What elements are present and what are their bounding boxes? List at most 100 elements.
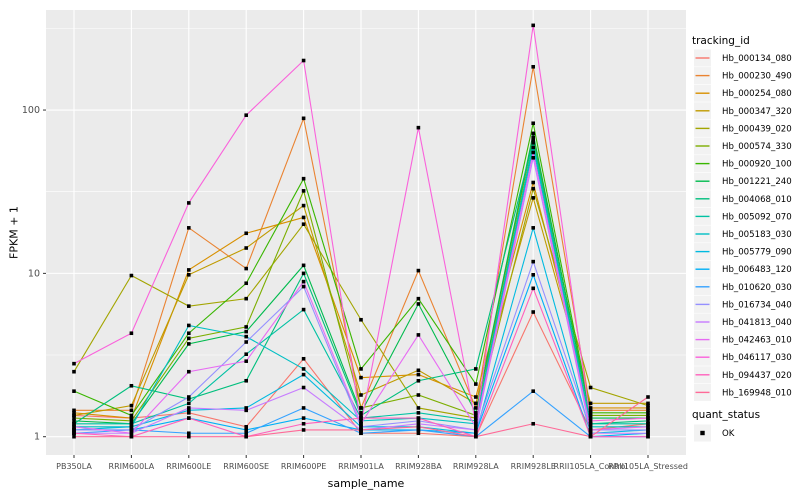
data-point[interactable] (301, 203, 306, 208)
data-point[interactable] (301, 385, 306, 390)
data-point[interactable] (301, 307, 306, 312)
data-point[interactable] (187, 226, 191, 230)
legend-item-Hb_016734_040[interactable]: Hb_016734_040 (722, 300, 792, 310)
data-point[interactable] (646, 416, 650, 420)
data-point[interactable] (588, 431, 593, 436)
legend-item-Hb_000574_330[interactable]: Hb_000574_330 (722, 142, 792, 152)
data-point[interactable] (531, 150, 535, 155)
data-point[interactable] (531, 64, 535, 69)
data-point[interactable] (187, 416, 191, 420)
data-point[interactable] (474, 419, 478, 423)
legend-item-Hb_000920_100[interactable]: Hb_000920_100 (722, 160, 792, 170)
data-point[interactable] (474, 434, 478, 439)
legend-item-Hb_005183_030[interactable]: Hb_005183_030 (722, 230, 792, 240)
legend-item-Hb_005092_070[interactable]: Hb_005092_070 (722, 212, 792, 222)
data-point[interactable] (301, 116, 306, 121)
data-point[interactable] (244, 231, 248, 236)
data-point[interactable] (72, 411, 76, 415)
legend-item-Hb_000230_490[interactable]: Hb_000230_490 (722, 72, 792, 82)
data-point[interactable] (244, 406, 248, 410)
legend-item-Hb_010620_030[interactable]: Hb_010620_030 (722, 283, 792, 293)
data-point[interactable] (187, 336, 191, 341)
data-point[interactable] (531, 141, 535, 145)
data-point[interactable] (588, 413, 593, 418)
data-point[interactable] (474, 367, 478, 371)
data-point[interactable] (474, 428, 478, 432)
data-point[interactable] (588, 408, 593, 413)
data-point[interactable] (301, 271, 306, 276)
data-point[interactable] (416, 378, 421, 383)
data-point[interactable] (416, 372, 421, 377)
data-point[interactable] (359, 431, 363, 436)
data-point[interactable] (301, 367, 306, 371)
legend-item-Hb_169948_010[interactable]: Hb_169948_010 (722, 388, 792, 398)
data-point[interactable] (474, 411, 478, 415)
legend-item-Hb_000254_080[interactable]: Hb_000254_080 (722, 89, 792, 99)
data-point[interactable] (244, 329, 248, 334)
data-point[interactable] (244, 424, 248, 429)
legend-item-Hb_004068_010[interactable]: Hb_004068_010 (722, 195, 792, 205)
data-point[interactable] (588, 411, 593, 415)
data-point[interactable] (187, 201, 191, 205)
legend-item-Hb_041813_040[interactable]: Hb_041813_040 (722, 318, 792, 328)
data-point[interactable] (588, 424, 593, 429)
data-point[interactable] (359, 406, 363, 410)
data-point[interactable] (474, 431, 478, 436)
data-point[interactable] (301, 279, 306, 284)
data-point[interactable] (531, 273, 535, 277)
data-point[interactable] (646, 434, 650, 439)
data-point[interactable] (301, 189, 306, 193)
data-point[interactable] (416, 419, 421, 423)
data-point[interactable] (474, 413, 478, 418)
data-point[interactable] (531, 180, 535, 185)
data-point[interactable] (416, 431, 421, 436)
data-point[interactable] (72, 424, 76, 429)
legend-item-Hb_042463_010[interactable]: Hb_042463_010 (722, 336, 792, 346)
data-point[interactable] (531, 186, 535, 191)
data-point[interactable] (474, 424, 478, 429)
legend-item-Hb_001221_240[interactable]: Hb_001221_240 (722, 177, 792, 187)
data-point[interactable] (474, 382, 478, 386)
data-point[interactable] (129, 273, 134, 278)
data-point[interactable] (416, 333, 421, 337)
data-point[interactable] (187, 342, 191, 346)
data-point[interactable] (588, 428, 593, 432)
data-point[interactable] (129, 408, 134, 413)
data-point[interactable] (244, 113, 248, 117)
data-point[interactable] (301, 372, 306, 377)
data-point[interactable] (244, 296, 248, 301)
data-point[interactable] (416, 125, 421, 130)
data-point[interactable] (187, 411, 191, 415)
data-point[interactable] (416, 393, 421, 397)
data-point[interactable] (187, 395, 191, 399)
data-point[interactable] (187, 431, 191, 436)
data-point[interactable] (474, 416, 478, 420)
data-point[interactable] (646, 413, 650, 418)
data-point[interactable] (588, 385, 593, 390)
data-point[interactable] (416, 368, 421, 373)
data-point[interactable] (301, 58, 306, 63)
data-point[interactable] (187, 406, 191, 410)
data-point[interactable] (359, 413, 363, 418)
data-point[interactable] (129, 421, 134, 426)
data-point[interactable] (129, 424, 134, 429)
data-point[interactable] (129, 413, 134, 418)
data-point[interactable] (72, 369, 76, 374)
data-point[interactable] (359, 421, 363, 426)
data-point[interactable] (531, 226, 535, 230)
data-point[interactable] (359, 393, 363, 397)
data-point[interactable] (244, 434, 248, 439)
data-point[interactable] (301, 222, 306, 227)
data-point[interactable] (187, 434, 191, 439)
data-point[interactable] (531, 135, 535, 140)
data-point[interactable] (646, 411, 650, 415)
legend-item-Hb_000134_080[interactable]: Hb_000134_080 (722, 54, 792, 64)
data-point[interactable] (588, 406, 593, 410)
data-point[interactable] (129, 331, 134, 336)
data-point[interactable] (416, 268, 421, 273)
data-point[interactable] (646, 431, 650, 436)
data-point[interactable] (416, 424, 421, 429)
data-point[interactable] (474, 401, 478, 406)
data-point[interactable] (72, 389, 76, 393)
data-point[interactable] (416, 302, 421, 306)
